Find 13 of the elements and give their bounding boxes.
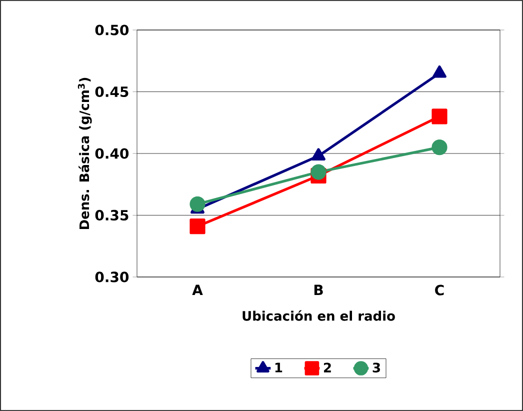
legend-label: 2	[324, 362, 331, 372]
y-axis-title: Dens. Básica (g/cm$^{3}$)	[78, 78, 92, 230]
legend-label: 3	[372, 362, 380, 373]
x-tick-label: C	[435, 284, 444, 296]
x-axis-title: Ubicación en el radio	[242, 310, 395, 321]
y-tick-label: 0.50	[95, 24, 129, 36]
x-tick-label: A	[192, 284, 203, 295]
y-tick-label: 0.30	[95, 272, 129, 282]
legend-label: 1	[275, 362, 282, 372]
y-tick-label: 0.35	[95, 210, 128, 221]
x-tick-label: B	[314, 284, 323, 295]
y-tick-label: 0.45	[95, 86, 128, 98]
y-tick-label: 0.40	[95, 148, 129, 159]
